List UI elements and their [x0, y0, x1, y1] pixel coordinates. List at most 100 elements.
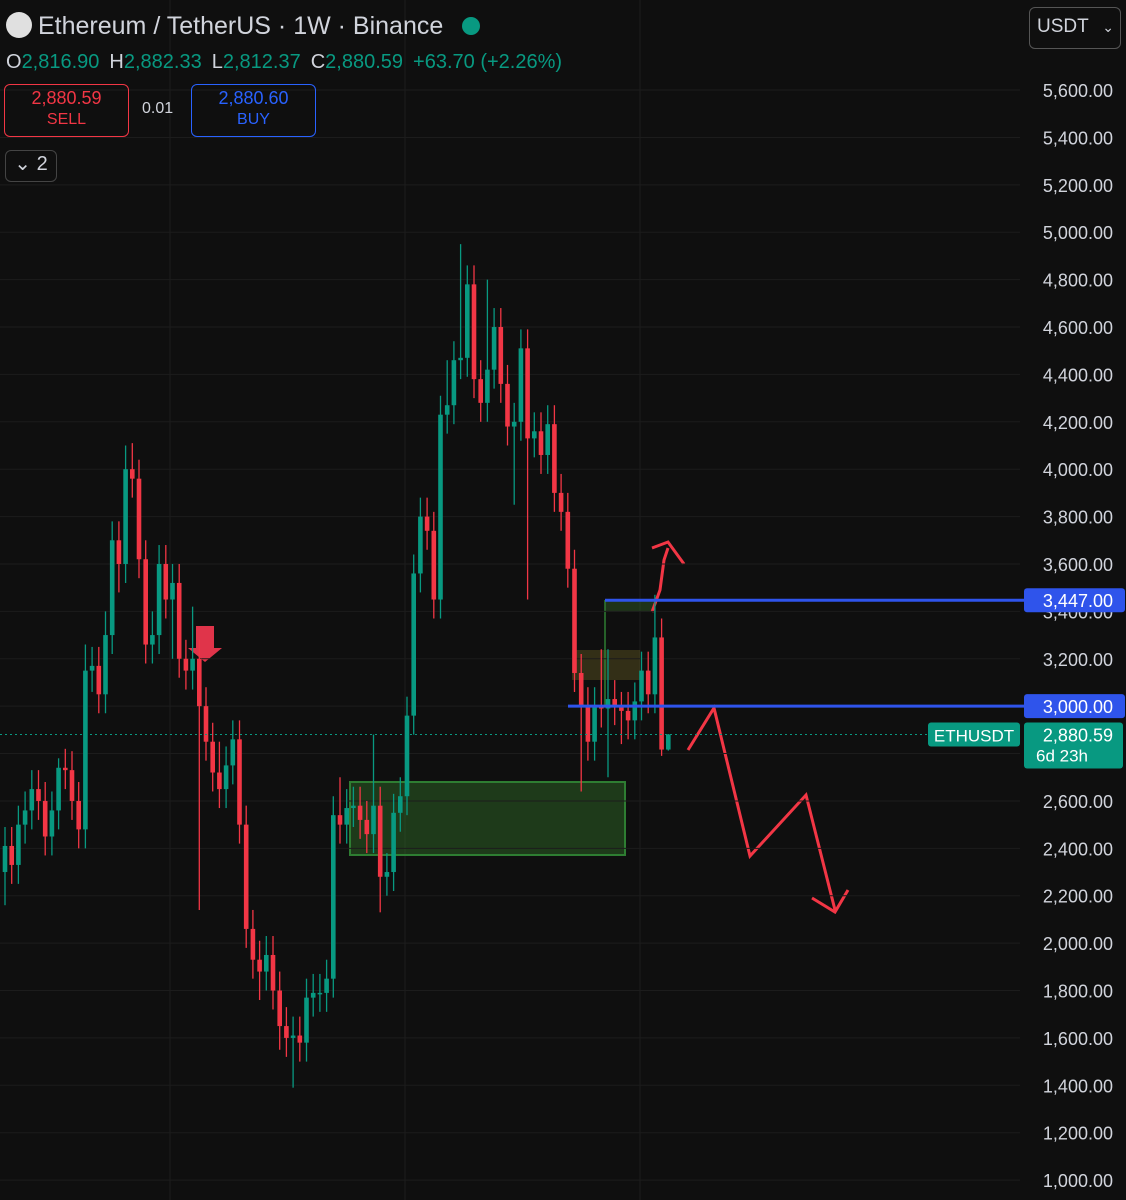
- candle-body: [659, 637, 664, 750]
- candle-body: [552, 424, 557, 493]
- symbol-box: [928, 722, 1020, 747]
- ohlc-key: O: [6, 51, 22, 73]
- candle-body: [371, 805, 376, 835]
- candle-body: [652, 637, 658, 695]
- candle-body: [572, 568, 577, 673]
- ohlc-row: O2,816.90 H2,882.33 L2,812.37 C2,880.59 +63.…: [6, 51, 562, 74]
- candle-body: [619, 706, 624, 711]
- candle-body: [29, 789, 35, 811]
- candle-body: [438, 414, 443, 600]
- ohlc-value: 2,880.59: [325, 51, 404, 73]
- candle-body: [545, 424, 550, 455]
- y-tick-label: 1,800.00: [1043, 982, 1113, 1002]
- candle-body: [190, 658, 195, 671]
- candle-body: [398, 796, 403, 813]
- price-label-box: [1024, 694, 1125, 719]
- ohlc-key: L: [211, 51, 223, 73]
- candle-body: [424, 516, 430, 531]
- candle-body: [411, 573, 416, 716]
- price-label-box: [1024, 588, 1125, 613]
- y-tick-label: 5,400.00: [1043, 128, 1113, 148]
- candle-body: [217, 772, 222, 790]
- candle-body: [103, 635, 108, 695]
- candle-body: [270, 954, 276, 991]
- candle-body: [210, 741, 215, 773]
- candle-body: [505, 383, 510, 427]
- title-row: Ethereum / TetherUS · 1W · Binance: [6, 12, 481, 41]
- currency: USDT: [1037, 16, 1089, 37]
- candle-body: [558, 492, 564, 512]
- buy-price: 2,880.60: [218, 88, 289, 108]
- candle-body: [310, 992, 316, 998]
- candle-body: [277, 990, 282, 1027]
- buy-button[interactable]: 2,880.60 BUY: [191, 84, 316, 137]
- y-tick-label: 3,600.00: [1043, 555, 1113, 575]
- candle-body: [498, 327, 504, 384]
- price-label: 3,447.00: [1043, 591, 1113, 611]
- y-tick-label: 4,600.00: [1043, 318, 1113, 338]
- candle-body: [284, 1026, 289, 1038]
- candle-body: [9, 845, 14, 865]
- candle-body: [116, 540, 122, 564]
- candle-body: [76, 800, 81, 830]
- y-tick-label: 1,200.00: [1043, 1124, 1113, 1144]
- y-tick-label: 2,400.00: [1043, 839, 1113, 859]
- y-tick-label: 3,200.00: [1043, 650, 1113, 670]
- candle-body: [257, 959, 262, 972]
- candle-body: [290, 1035, 296, 1038]
- status-dot: [462, 17, 481, 35]
- change: +63.70 (+2.26%): [413, 51, 563, 73]
- candle-body: [123, 469, 128, 564]
- candle-body: [36, 789, 41, 801]
- candle-body: [418, 516, 423, 574]
- candle-body: [89, 665, 95, 671]
- sell-button[interactable]: 2,880.59 SELL: [4, 84, 129, 137]
- y-tick-label: 4,200.00: [1043, 413, 1113, 433]
- candle-body: [337, 815, 343, 825]
- zone: [605, 600, 655, 612]
- candle-body: [317, 992, 323, 995]
- candle-body: [485, 369, 490, 403]
- grid: 1,000.00 1,200.00 1,400.00 1,600.00 1,800.00…: [0, 81, 1113, 1191]
- candle-body: [176, 582, 182, 659]
- last-price-box: [1024, 722, 1123, 769]
- candle-body: [42, 800, 48, 837]
- candle-body: [478, 379, 483, 403]
- currency-select[interactable]: USDT ⌄: [1029, 7, 1121, 49]
- candle-body: [223, 765, 229, 790]
- candle-body: [22, 810, 28, 825]
- y-tick-label: 5,200.00: [1043, 176, 1113, 196]
- logo: [6, 12, 32, 38]
- candle-body: [264, 954, 269, 972]
- candle-body: [83, 670, 88, 830]
- candle-body: [183, 658, 189, 671]
- demand-zone: [349, 781, 626, 856]
- candle-body: [163, 563, 169, 600]
- candle-body: [197, 658, 202, 707]
- candle-body: [612, 699, 617, 707]
- candle-body: [63, 767, 68, 771]
- candle-body: [96, 665, 102, 695]
- candle-body: [605, 699, 611, 709]
- candle-body: [518, 348, 524, 422]
- arrow-head: [811, 889, 850, 915]
- y-tick-label: 2,600.00: [1043, 792, 1113, 812]
- ohlc-value: 2,882.33: [123, 51, 202, 73]
- candle-body: [592, 706, 597, 742]
- candle-body: [16, 824, 21, 865]
- candle-body: [431, 530, 437, 600]
- candle-body: [632, 701, 638, 721]
- candle-body: [364, 819, 370, 835]
- candle-body: [377, 805, 383, 877]
- candle-body: [150, 635, 155, 645]
- indicator-toggle[interactable]: ⌄ 2: [5, 150, 57, 182]
- y-tick-label: 2,000.00: [1043, 934, 1113, 954]
- y-tick-label: 1,600.00: [1043, 1029, 1113, 1049]
- candle-body: [344, 808, 349, 825]
- candle-body: [250, 928, 256, 960]
- candle-body: [578, 672, 584, 707]
- candle-body: [69, 770, 75, 801]
- candle-body: [297, 1035, 303, 1043]
- y-tick-label: 1,400.00: [1043, 1076, 1113, 1096]
- candle-body: [143, 559, 148, 645]
